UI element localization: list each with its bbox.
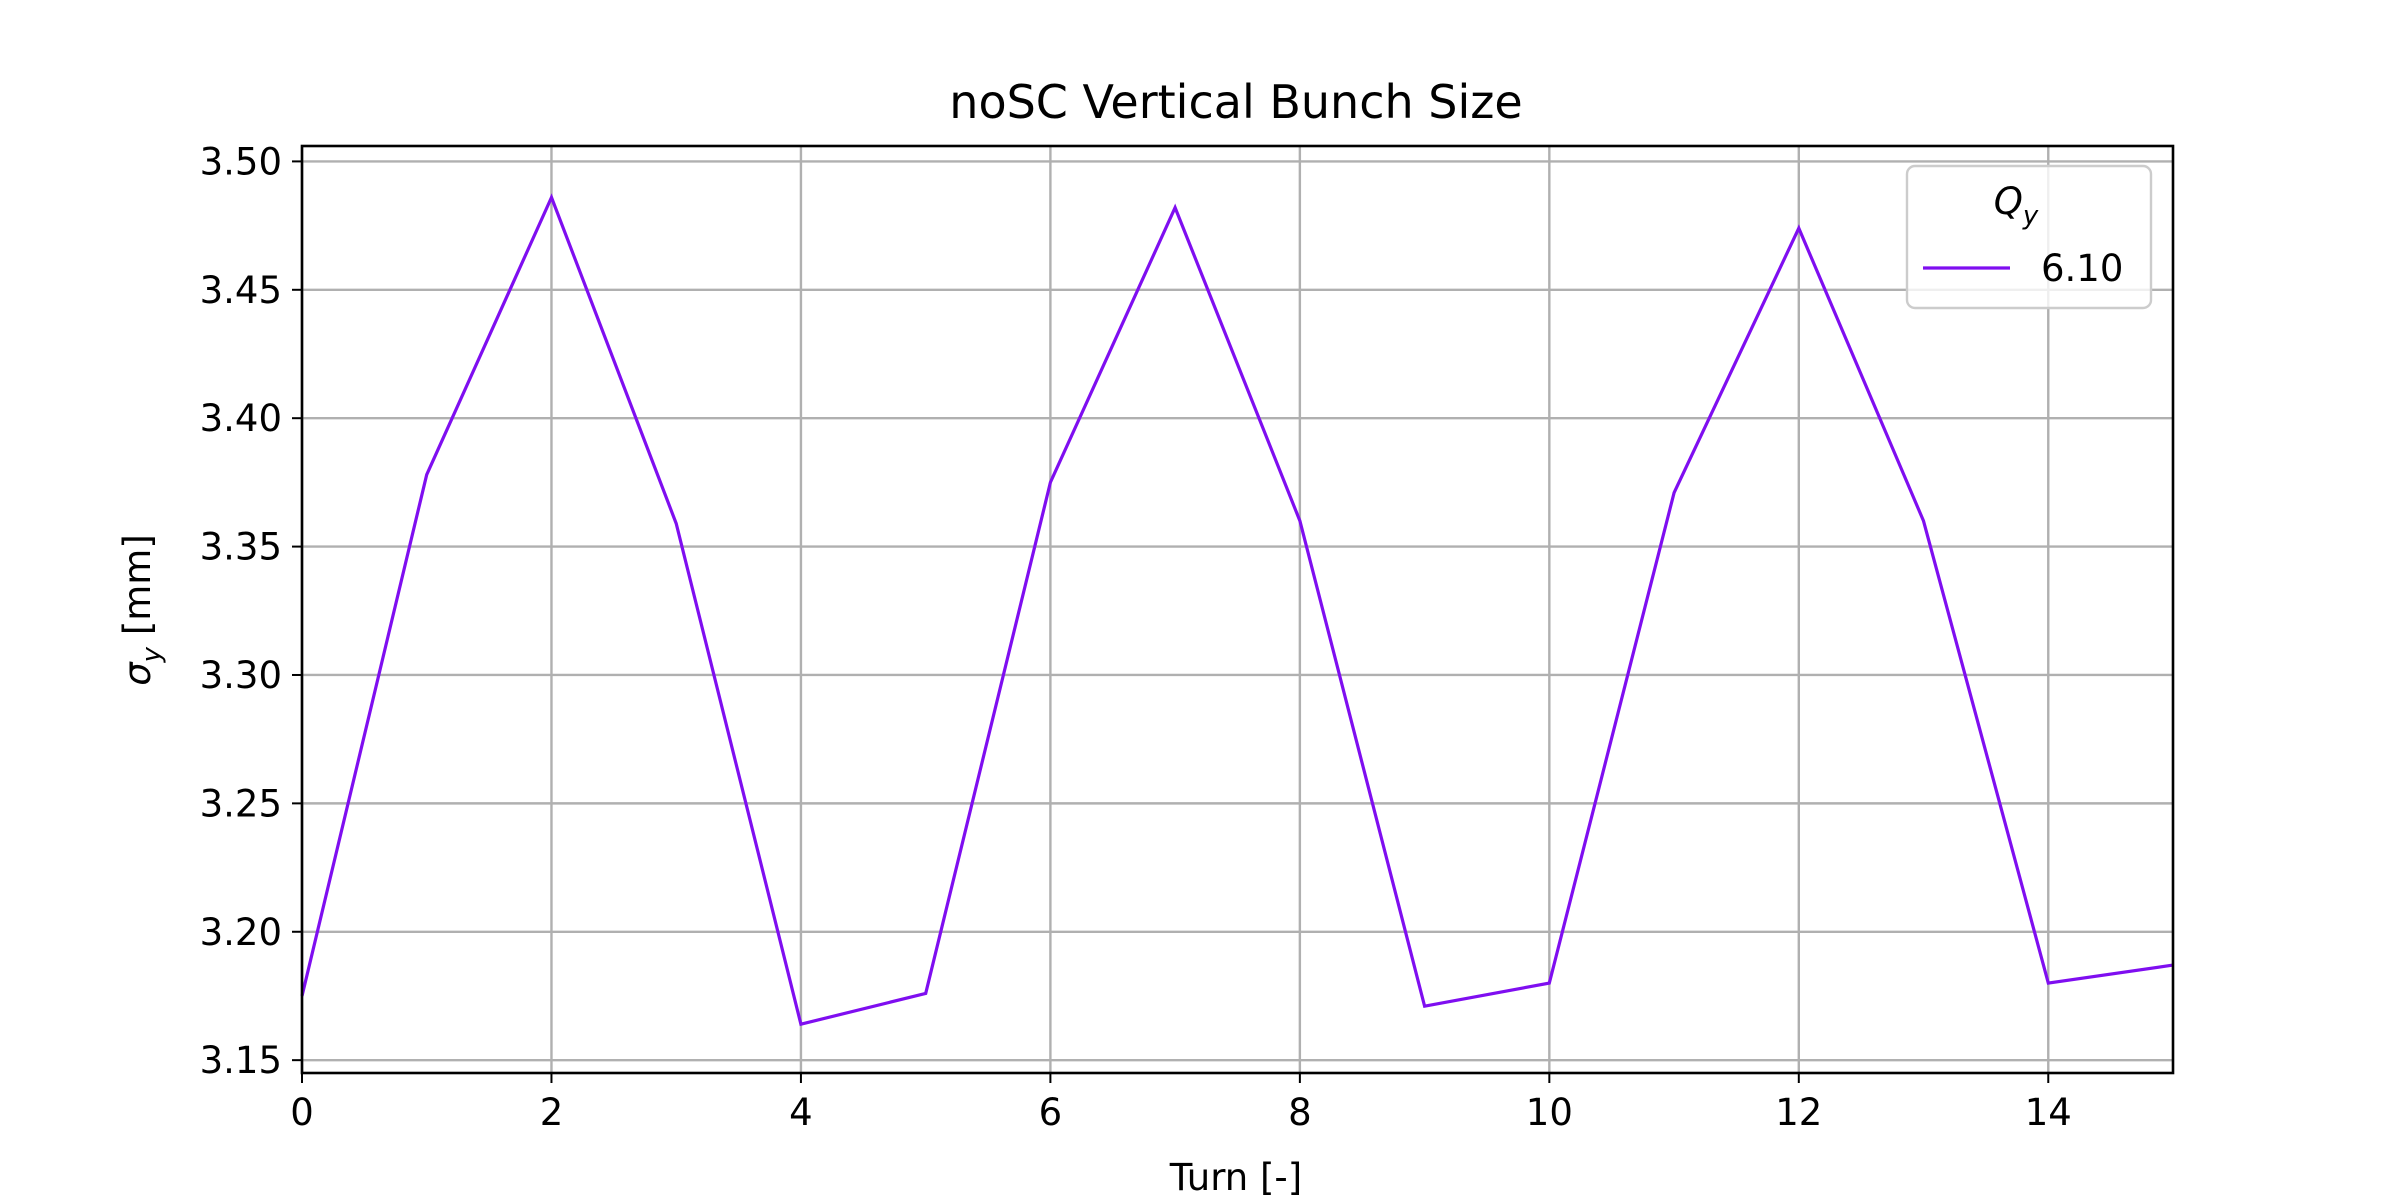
y-tick-label: 3.35 <box>200 526 282 569</box>
y-axis-ticks: 3.15 3.20 3.25 3.30 3.35 3.40 3.45 3.50 <box>200 140 302 1082</box>
legend-box <box>1905 164 2153 310</box>
x-tick-label: 12 <box>1775 1091 1822 1134</box>
x-tick-label: 6 <box>1039 1091 1063 1134</box>
series-line-6-10 <box>300 193 2174 1027</box>
y-tick-label: 3.30 <box>200 654 282 697</box>
plot-frame <box>300 144 2175 1075</box>
legend: Qy 6.10 <box>1905 164 2153 310</box>
x-tick-label: 0 <box>290 1091 314 1134</box>
x-tick-label: 2 <box>540 1091 564 1134</box>
legend-title: Qy <box>1994 180 2039 231</box>
y-tick-label: 3.40 <box>200 397 282 440</box>
legend-title-symbol: Q <box>1994 180 2023 223</box>
y-tick-label: 3.15 <box>200 1039 282 1082</box>
legend-entry-label: 6.10 <box>2041 247 2123 290</box>
y-tick-label: 3.25 <box>200 782 282 825</box>
y-axis-label: σy [mm] <box>116 534 167 686</box>
series-group <box>300 193 2174 1027</box>
y-tick-label: 3.50 <box>200 140 282 183</box>
x-axis-label: Turn [-] <box>1169 1156 1302 1199</box>
y-axis-label-subscript: y <box>137 646 167 663</box>
x-tick-label: 4 <box>789 1091 813 1134</box>
y-tick-label: 3.45 <box>200 269 282 312</box>
y-axis-label-symbol: σ <box>116 661 159 686</box>
y-axis-label-unit: [mm] <box>116 534 159 647</box>
x-tick-label: 8 <box>1288 1091 1312 1134</box>
x-axis-ticks: 0 2 4 6 8 10 12 14 <box>290 1073 2072 1134</box>
grid <box>300 146 2173 1073</box>
legend-title-subscript: y <box>2022 201 2039 231</box>
chart-title: noSC Vertical Bunch Size <box>949 75 1522 129</box>
x-tick-label: 14 <box>2025 1091 2072 1134</box>
x-tick-label: 10 <box>1526 1091 1573 1134</box>
y-tick-label: 3.20 <box>200 911 282 954</box>
